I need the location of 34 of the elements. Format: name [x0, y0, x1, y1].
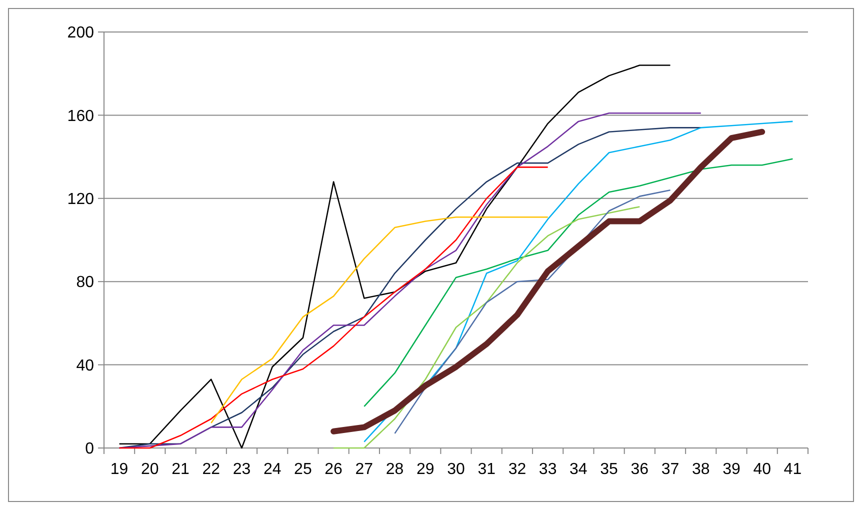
x-tick-label: 37 — [661, 461, 680, 478]
x-tick-label: 40 — [753, 461, 772, 478]
x-tick-label: 33 — [538, 461, 557, 478]
x-tick-label: 41 — [784, 461, 802, 478]
x-tick-label: 25 — [294, 461, 312, 478]
y-tick-label: 40 — [76, 357, 94, 374]
y-tick-label: 0 — [85, 440, 94, 458]
x-tick-label: 24 — [263, 461, 282, 478]
x-tick-label: 26 — [324, 461, 343, 478]
y-tick-label: 160 — [67, 108, 94, 125]
line-series — [364, 158, 794, 408]
y-tick-label: 200 — [67, 24, 94, 42]
x-tick-label: 30 — [447, 461, 465, 478]
x-tick-label: 23 — [232, 461, 251, 478]
x-tick-label: 38 — [692, 461, 710, 478]
x-tick-label: 39 — [722, 461, 740, 478]
x-tick-label: 32 — [508, 461, 526, 478]
x-tick-label: 20 — [141, 461, 159, 478]
line-series — [210, 216, 548, 424]
x-tick-label: 31 — [478, 461, 496, 478]
line-series — [118, 166, 548, 449]
y-tick-label: 120 — [67, 191, 94, 208]
line-series — [332, 206, 640, 449]
x-tick-label: 29 — [416, 461, 434, 478]
x-tick-label: 27 — [355, 461, 374, 478]
x-tick-label: 22 — [202, 461, 220, 478]
y-tick-label: 80 — [76, 274, 94, 292]
x-tick-label: 36 — [630, 461, 649, 478]
line-series — [118, 64, 671, 449]
x-tick-label: 21 — [172, 461, 190, 478]
x-tick-label: 35 — [600, 461, 618, 478]
x-tick-label: 34 — [570, 461, 588, 478]
x-tick-label: 19 — [110, 461, 128, 478]
x-tick-label: 28 — [386, 461, 404, 478]
